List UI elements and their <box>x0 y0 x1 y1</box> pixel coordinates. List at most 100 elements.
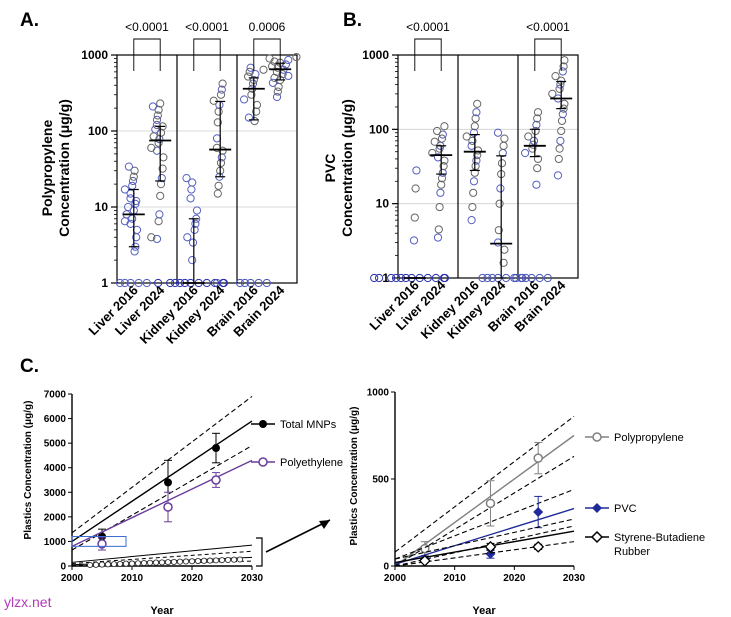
a-data-point <box>259 65 268 74</box>
c-low-series-point <box>200 557 208 564</box>
panel-c-label: C. <box>20 356 39 377</box>
watermark-text: ylzx.net <box>4 594 52 610</box>
c-low-series-point <box>194 557 202 565</box>
a-data-point <box>124 202 133 212</box>
c-low-series-point <box>230 556 238 563</box>
a-data-point <box>155 210 164 219</box>
a-ytick-label: 1000 <box>81 48 108 62</box>
d-data-point <box>533 453 543 463</box>
b-data-point <box>556 136 565 145</box>
b-data-point <box>469 128 479 137</box>
a-data-point <box>235 278 245 288</box>
inset-connector <box>256 519 331 567</box>
a-data-point <box>254 278 263 288</box>
d-xtick-label: 2020 <box>503 573 526 584</box>
a-data-point <box>147 233 156 242</box>
c-fit-line <box>71 420 253 543</box>
legend-sbr-marker <box>590 530 604 544</box>
a-data-point <box>152 234 162 244</box>
a-data-point <box>132 225 142 234</box>
panel-c-xlabel: Year <box>150 605 174 617</box>
a-data-point <box>217 85 226 94</box>
a-frame <box>116 54 298 284</box>
c-low-series-point <box>182 558 190 565</box>
b-data-point <box>529 136 539 145</box>
a-comparison-bracket <box>133 38 161 71</box>
b-data-point <box>495 199 504 208</box>
b-data-point <box>483 273 492 283</box>
b-data-point <box>370 273 379 283</box>
a-data-point <box>188 238 198 247</box>
a-data-point <box>115 278 125 288</box>
panel-c-ylabel-group: Plastics Concentration (μg/g) <box>23 401 34 540</box>
c-fit-line <box>71 459 253 547</box>
c-low-series-point <box>170 558 178 565</box>
c-low-series-point <box>206 557 214 564</box>
b-data-point <box>470 122 479 131</box>
a-p-value: <0.0001 <box>185 20 229 34</box>
a-data-point <box>156 99 165 108</box>
d-data-point <box>485 498 496 509</box>
a-data-point <box>209 96 218 105</box>
panel-a-ylabel: Polypropylene Concentration (μg/g) <box>39 99 72 237</box>
a-data-point <box>265 54 274 63</box>
b-ytick-label: 100 <box>369 122 389 136</box>
b-data-point <box>533 108 543 117</box>
c-low-series-point <box>218 557 226 564</box>
b-data-point <box>436 188 445 197</box>
legend-sbr-line2: Rubber <box>614 546 650 558</box>
a-data-point <box>134 278 143 288</box>
legend-pvc: PVC <box>614 503 637 515</box>
b-data-point <box>438 168 447 177</box>
d-ci-upper <box>394 518 575 560</box>
b-data-point <box>433 126 442 136</box>
c-low-series-point <box>140 559 148 567</box>
b-data-point <box>493 128 503 137</box>
a-data-point <box>153 111 162 120</box>
b-data-point <box>555 84 564 93</box>
a-data-point <box>157 174 166 183</box>
b-data-point <box>516 273 526 283</box>
a-data-point <box>292 52 301 62</box>
b-data-point <box>440 122 449 131</box>
b-comparison-bracket <box>414 38 442 71</box>
a-data-point <box>120 278 130 288</box>
d-ci-lower <box>394 541 575 567</box>
b-data-point <box>532 120 541 129</box>
a-data-point <box>216 158 226 168</box>
c-xtick-label: 2000 <box>61 573 84 584</box>
d-data-point <box>484 540 497 553</box>
d-xtick-label: 2010 <box>444 573 467 584</box>
a-data-point <box>213 189 222 198</box>
b-data-point <box>493 238 503 247</box>
c-low-series-point <box>86 561 94 569</box>
a-data-point <box>240 278 249 288</box>
panel-a-ylabel-line1: Polypropylene <box>39 120 55 217</box>
a-data-point <box>128 176 138 186</box>
inset-bracket <box>256 537 263 567</box>
b-data-point <box>521 273 531 283</box>
b-data-point <box>560 99 569 108</box>
b-data-point <box>440 273 449 283</box>
c-low-series-point <box>236 556 244 563</box>
a-data-point <box>129 172 138 181</box>
a-data-point <box>212 278 222 288</box>
c-xtick-label: 2020 <box>181 573 204 584</box>
a-data-point <box>149 132 158 141</box>
a-data-point <box>216 90 226 99</box>
panel-b-ylabel-line1: PVC <box>322 154 338 183</box>
d-ci-upper <box>394 415 575 553</box>
panel-a-ylabel-line2: Concentration (μg/g) <box>56 99 72 237</box>
b-data-point <box>472 156 481 165</box>
a-data-point <box>284 55 293 65</box>
b-data-point <box>434 225 443 234</box>
c-ci-upper <box>71 396 253 534</box>
b-data-point <box>409 236 419 245</box>
legend-polyethylene: Polyethylene <box>280 457 343 469</box>
b-data-point <box>558 67 567 76</box>
a-data-point <box>252 100 262 110</box>
b-data-point <box>437 180 446 189</box>
a-data-point <box>183 233 192 242</box>
b-ytick-label: 1000 <box>362 48 389 62</box>
a-ytick-label: 1 <box>101 276 108 290</box>
